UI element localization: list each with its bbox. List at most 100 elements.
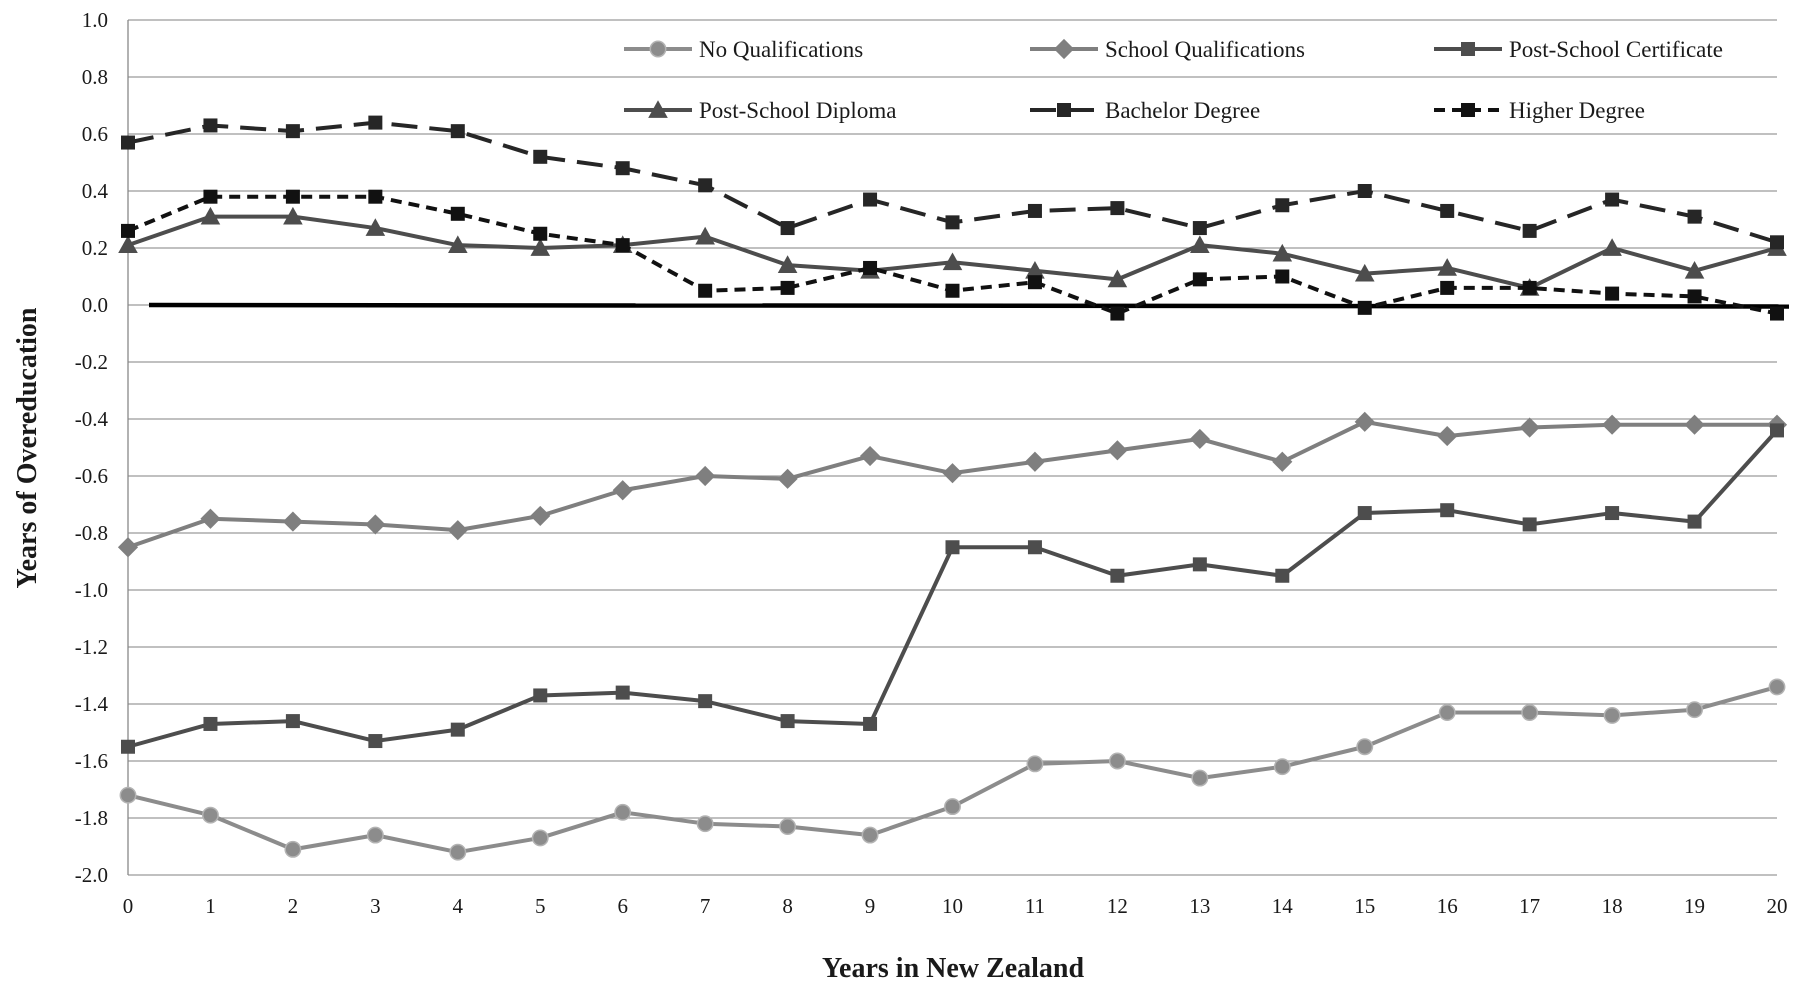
y-axis-ticks: 1.00.80.60.40.20.0-0.2-0.4-0.6-0.8-1.0-1… bbox=[75, 8, 109, 887]
data-point-no-qualifications bbox=[533, 830, 548, 845]
data-point-higher-degree bbox=[1440, 281, 1454, 295]
legend-label: No Qualifications bbox=[699, 37, 863, 62]
y-tick-label: -1.2 bbox=[75, 635, 108, 659]
legend-item-higher-degree: Higher Degree bbox=[1434, 98, 1645, 123]
x-tick-label: 15 bbox=[1354, 894, 1375, 918]
legend-label: Higher Degree bbox=[1509, 98, 1645, 123]
data-point-bachelor-degree bbox=[1605, 193, 1619, 207]
y-axis-title: Years of Overeducation bbox=[12, 307, 43, 588]
x-tick-label: 2 bbox=[288, 894, 299, 918]
data-point-post-school-certificate bbox=[533, 688, 547, 702]
y-tick-label: -1.6 bbox=[75, 749, 108, 773]
data-point-school-qualifications bbox=[1107, 440, 1127, 460]
data-point-no-qualifications bbox=[1275, 759, 1290, 774]
zero-reference-layer bbox=[149, 305, 1789, 307]
data-point-no-qualifications bbox=[120, 788, 135, 803]
x-tick-label: 12 bbox=[1107, 894, 1128, 918]
data-point-no-qualifications bbox=[1440, 705, 1455, 720]
data-point-school-qualifications bbox=[365, 514, 385, 534]
data-point-no-qualifications bbox=[1192, 770, 1207, 785]
y-tick-label: -0.8 bbox=[75, 521, 108, 545]
legend-label: Post-School Certificate bbox=[1509, 37, 1723, 62]
data-point-post-school-certificate bbox=[616, 686, 630, 700]
data-point-school-qualifications bbox=[1190, 429, 1210, 449]
legend-item-no-qualifications: No Qualifications bbox=[624, 37, 863, 62]
legend-swatch-marker bbox=[1054, 39, 1074, 59]
data-point-higher-degree bbox=[533, 227, 547, 241]
data-point-higher-degree bbox=[1605, 287, 1619, 301]
data-point-bachelor-degree bbox=[616, 161, 630, 175]
data-point-higher-degree bbox=[451, 207, 465, 221]
data-point-no-qualifications bbox=[1522, 705, 1537, 720]
data-point-higher-degree bbox=[1358, 301, 1372, 315]
data-point-bachelor-degree bbox=[1688, 210, 1702, 224]
x-tick-label: 19 bbox=[1684, 894, 1705, 918]
data-point-bachelor-degree bbox=[1275, 198, 1289, 212]
legend-swatch-marker bbox=[1461, 103, 1475, 117]
data-point-school-qualifications bbox=[695, 466, 715, 486]
x-tick-label: 17 bbox=[1519, 894, 1540, 918]
data-point-school-qualifications bbox=[1437, 426, 1457, 446]
data-point-post-school-certificate bbox=[1275, 569, 1289, 583]
data-point-school-qualifications bbox=[1355, 412, 1375, 432]
x-tick-label: 7 bbox=[700, 894, 711, 918]
x-tick-label: 5 bbox=[535, 894, 546, 918]
x-tick-label: 1 bbox=[205, 894, 216, 918]
data-point-post-school-certificate bbox=[1028, 540, 1042, 554]
data-point-bachelor-degree bbox=[121, 136, 135, 150]
data-point-higher-degree bbox=[946, 284, 960, 298]
data-point-higher-degree bbox=[1688, 289, 1702, 303]
data-point-bachelor-degree bbox=[368, 116, 382, 130]
legend-item-bachelor-degree: Bachelor Degree bbox=[1030, 98, 1260, 123]
data-point-bachelor-degree bbox=[286, 124, 300, 138]
y-tick-label: -0.6 bbox=[75, 464, 108, 488]
data-point-school-qualifications bbox=[942, 463, 962, 483]
data-point-school-qualifications bbox=[1520, 417, 1540, 437]
data-point-no-qualifications bbox=[1027, 756, 1042, 771]
data-point-bachelor-degree bbox=[1358, 184, 1372, 198]
data-point-no-qualifications bbox=[1604, 708, 1619, 723]
data-point-no-qualifications bbox=[697, 816, 712, 831]
data-point-higher-degree bbox=[368, 190, 382, 204]
y-tick-label: -0.2 bbox=[75, 350, 108, 374]
data-point-school-qualifications bbox=[613, 480, 633, 500]
data-point-higher-degree bbox=[1193, 272, 1207, 286]
data-point-post-school-certificate bbox=[781, 714, 795, 728]
data-point-higher-degree bbox=[286, 190, 300, 204]
data-point-no-qualifications bbox=[368, 827, 383, 842]
y-tick-label: -0.4 bbox=[75, 407, 109, 431]
x-tick-label: 13 bbox=[1189, 894, 1210, 918]
data-point-bachelor-degree bbox=[1440, 204, 1454, 218]
data-point-bachelor-degree bbox=[451, 124, 465, 138]
data-point-higher-degree bbox=[1275, 270, 1289, 284]
data-point-no-qualifications bbox=[1769, 679, 1784, 694]
legend-item-school-qualifications: School Qualifications bbox=[1030, 37, 1305, 62]
data-point-post-school-certificate bbox=[368, 734, 382, 748]
y-tick-label: -1.0 bbox=[75, 578, 108, 602]
data-point-post-school-certificate bbox=[1358, 506, 1372, 520]
series-layer bbox=[118, 116, 1787, 860]
data-point-school-qualifications bbox=[860, 446, 880, 466]
data-point-post-school-certificate bbox=[121, 740, 135, 754]
data-point-school-qualifications bbox=[118, 537, 138, 557]
data-point-school-qualifications bbox=[1025, 452, 1045, 472]
legend-label: School Qualifications bbox=[1105, 37, 1305, 62]
legend-label: Post-School Diploma bbox=[699, 98, 896, 123]
legend-label: Bachelor Degree bbox=[1105, 98, 1260, 123]
x-tick-label: 16 bbox=[1437, 894, 1458, 918]
data-point-school-qualifications bbox=[1602, 415, 1622, 435]
x-tick-label: 9 bbox=[865, 894, 876, 918]
data-point-higher-degree bbox=[1028, 275, 1042, 289]
y-tick-label: 0.8 bbox=[82, 65, 108, 89]
data-point-bachelor-degree bbox=[1770, 235, 1784, 249]
data-point-no-qualifications bbox=[450, 845, 465, 860]
data-point-school-qualifications bbox=[283, 512, 303, 532]
legend-swatch-marker bbox=[1461, 42, 1475, 56]
data-point-post-school-certificate bbox=[203, 717, 217, 731]
data-point-higher-degree bbox=[1770, 307, 1784, 321]
data-point-post-school-certificate bbox=[1523, 517, 1537, 531]
data-point-higher-degree bbox=[781, 281, 795, 295]
legend-item-post-school-diploma: Post-School Diploma bbox=[624, 98, 896, 123]
data-point-higher-degree bbox=[1110, 307, 1124, 321]
